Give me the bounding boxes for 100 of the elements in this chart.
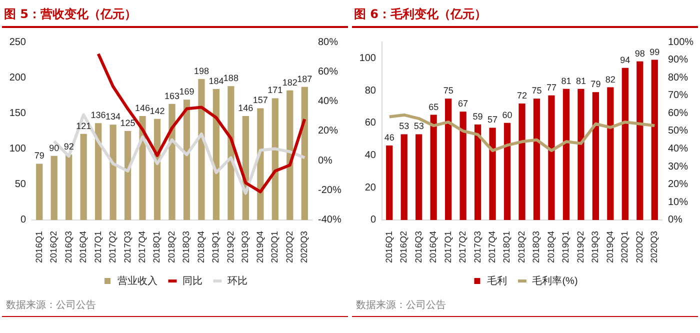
bar <box>183 100 190 220</box>
bar <box>80 134 87 220</box>
y2-tick-label: 80% <box>668 72 688 84</box>
data-label: 157 <box>252 95 268 106</box>
data-label: 92 <box>64 141 74 152</box>
bar <box>489 128 496 220</box>
y-tick-label: 100 <box>9 144 26 155</box>
bar <box>607 87 614 220</box>
y-tick-label: 50 <box>14 179 26 190</box>
bar <box>651 60 658 220</box>
bar <box>578 88 584 220</box>
x-tick-label: 2019Q2 <box>575 230 586 264</box>
data-label: 94 <box>620 54 630 65</box>
bar <box>386 146 393 220</box>
bar <box>548 95 555 220</box>
x-tick-label: 2019Q2 <box>225 230 236 264</box>
data-label: 57 <box>488 114 498 125</box>
data-label: 79 <box>34 150 44 161</box>
y-tick-label: 200 <box>9 72 26 84</box>
y-tick-label: 20 <box>364 182 376 194</box>
data-label: 146 <box>238 103 254 114</box>
data-label: 81 <box>576 76 586 86</box>
bar <box>622 68 628 220</box>
y-tick-label: 100 <box>359 52 376 64</box>
y2-tick-label: 40% <box>318 96 338 108</box>
data-label: 98 <box>634 48 645 58</box>
x-tick-label: 2016Q4 <box>78 230 88 264</box>
bar <box>212 88 220 220</box>
bar <box>198 79 205 220</box>
x-tick-label: 2017Q1 <box>442 230 453 264</box>
data-label: 59 <box>472 112 483 122</box>
y2-tick-label: 30% <box>668 161 688 172</box>
bar <box>518 103 526 220</box>
data-label: 46 <box>384 132 394 143</box>
x-tick-label: 2016Q1 <box>384 230 394 264</box>
x-tick-label: 2019Q3 <box>590 230 600 264</box>
bar <box>301 86 308 220</box>
chart-title: 图 6：毛利变化（亿元） <box>352 4 698 28</box>
data-label: 75 <box>443 86 454 96</box>
x-tick-label: 2020Q2 <box>634 230 644 264</box>
x-tick-label: 2017Q2 <box>108 230 118 264</box>
x-tick-label: 2016Q1 <box>34 230 44 264</box>
data-label: 169 <box>179 86 194 97</box>
x-tick-label: 2018Q1 <box>152 230 162 264</box>
x-tick-label: 2016Q3 <box>413 230 424 264</box>
x-tick-label: 2016Q3 <box>63 230 74 264</box>
data-label: 184 <box>208 76 224 86</box>
x-tick-label: 2018Q4 <box>196 230 206 264</box>
data-label: 198 <box>194 66 209 76</box>
y-tick-label: 60 <box>364 118 376 129</box>
bar <box>474 124 482 220</box>
y2-tick-label: 60% <box>318 66 338 78</box>
x-tick-label: 2018Q2 <box>166 230 176 264</box>
y2-tick-label: 20% <box>318 126 338 137</box>
bar <box>533 98 540 220</box>
y2-tick-label: 70% <box>668 90 688 102</box>
x-tick-label: 2019Q4 <box>254 230 265 264</box>
x-tick-label: 2017Q2 <box>458 230 468 264</box>
bar <box>95 123 102 220</box>
y2-tick-label: 0% <box>668 214 683 226</box>
bar <box>592 92 599 220</box>
x-tick-label: 2020Q3 <box>299 230 310 264</box>
x-tick-label: 2018Q3 <box>181 230 192 264</box>
data-label: 67 <box>458 98 468 109</box>
data-label: 72 <box>516 90 528 100</box>
bar <box>110 124 116 220</box>
data-label: 125 <box>120 118 136 128</box>
x-tick-label: 2018Q4 <box>546 230 556 264</box>
data-label: 75 <box>532 86 542 96</box>
data-label: 171 <box>268 85 283 96</box>
bar <box>124 130 132 220</box>
x-tick-label: 2017Q3 <box>122 230 132 264</box>
data-label: 60 <box>502 110 512 120</box>
bar <box>400 134 408 220</box>
data-label: 81 <box>561 76 572 86</box>
y2-tick-label: -40% <box>318 214 342 226</box>
y-tick-label: 0 <box>370 214 376 226</box>
x-tick-label: 2019Q3 <box>240 230 250 264</box>
source-note: 数据来源：公司公告 <box>2 296 348 317</box>
x-tick-label: 2019Q1 <box>210 230 221 264</box>
y2-tick-label: 0% <box>318 155 333 166</box>
x-tick-label: 2020Q3 <box>649 230 660 264</box>
x-tick-label: 2019Q4 <box>604 230 615 264</box>
bar <box>50 156 58 220</box>
source-note: 数据来源：公司公告 <box>352 296 698 317</box>
y2-tick-label: 20% <box>668 179 688 190</box>
y-tick-label: 0 <box>20 214 26 226</box>
bar <box>286 90 294 220</box>
x-tick-label: 2016Q2 <box>398 230 409 264</box>
x-tick-label: 2017Q4 <box>137 230 148 264</box>
y2-tick-label: 60% <box>668 108 688 119</box>
bar <box>460 112 466 220</box>
bar <box>36 164 43 220</box>
data-label: 65 <box>428 102 439 112</box>
data-label: 99 <box>650 46 660 57</box>
bar <box>504 122 511 220</box>
y2-tick-label: 80% <box>318 36 338 48</box>
y-tick-label: 80 <box>364 85 376 96</box>
data-label: 82 <box>605 74 616 84</box>
chart-title: 图 5：营收变化（亿元） <box>2 4 348 28</box>
